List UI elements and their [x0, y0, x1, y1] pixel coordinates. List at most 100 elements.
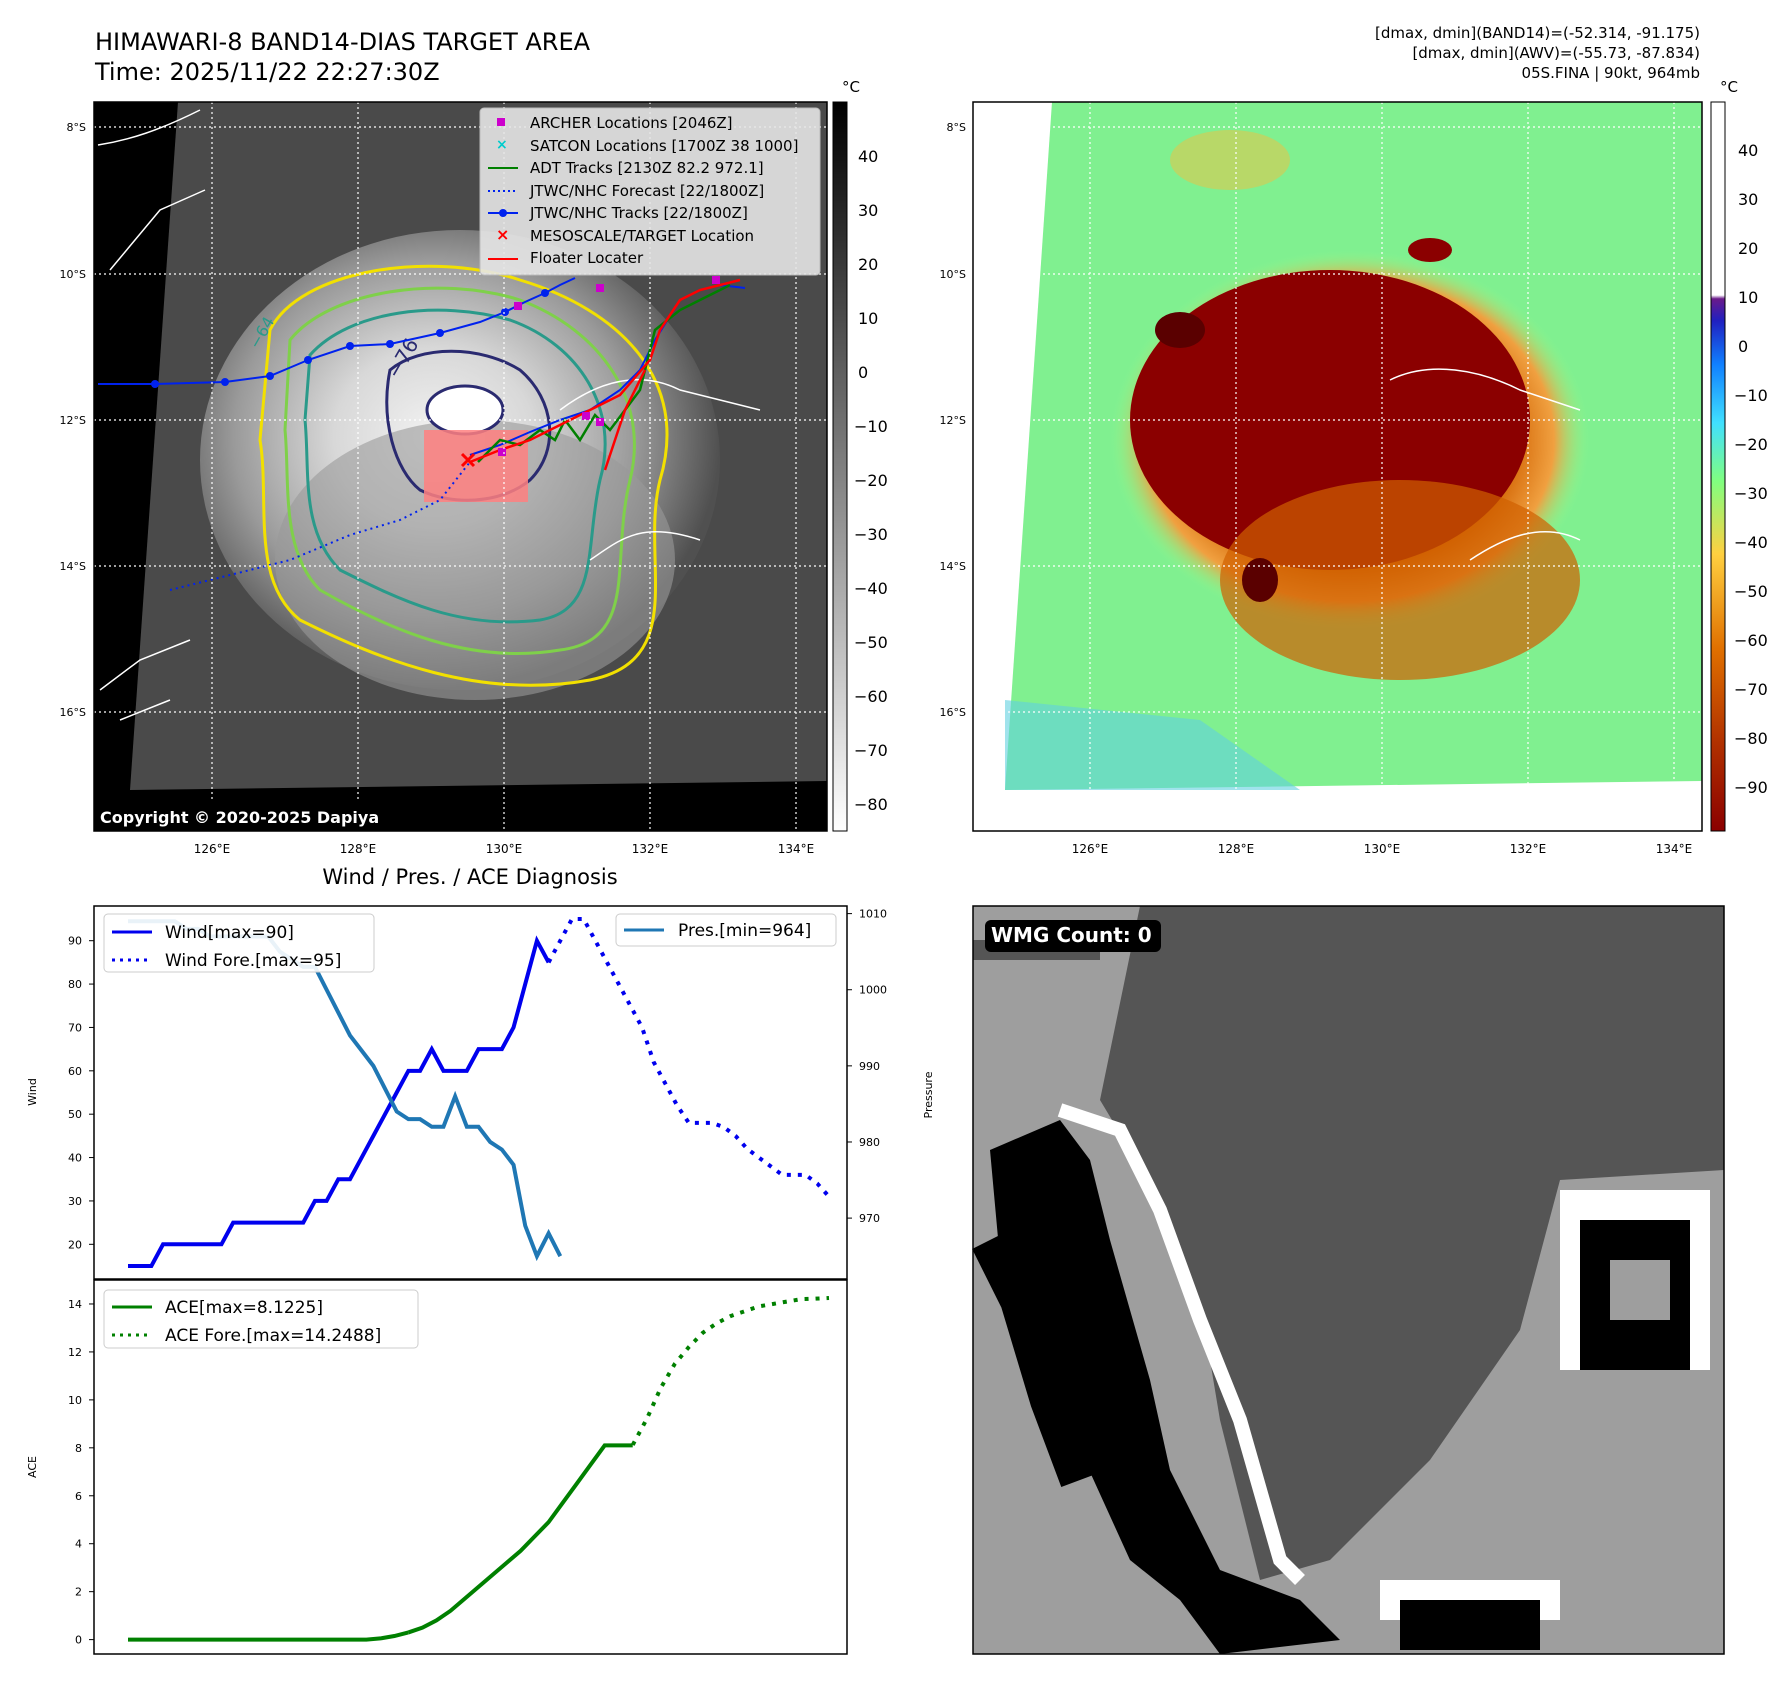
diag-title: Wind / Pres. / ACE Diagnosis: [322, 865, 617, 889]
ace-line: [407, 1443, 633, 1635]
wmg-count-label: WMG Count: 0: [991, 923, 1152, 947]
colorbar-tick: −80: [854, 795, 888, 814]
ace-forecast-line: [630, 1295, 830, 1446]
lat-label: 8°S: [947, 121, 966, 134]
lat-label: 8°S: [67, 121, 86, 134]
lon-label: 130°E: [486, 842, 523, 856]
wind-ytick-label: 30: [68, 1195, 82, 1208]
ace-ytick-label: 2: [75, 1586, 82, 1599]
legend-wind: Wind[max=90]: [165, 923, 294, 943]
color-map-panel: [973, 102, 1702, 831]
lat-label: 10°S: [940, 268, 966, 281]
ace-ytick-label: 14: [68, 1298, 82, 1311]
colorbar-tick: −10: [854, 417, 888, 436]
wind-ytick-label: 90: [68, 935, 82, 948]
pressure-ylabel: Pressure: [922, 1071, 935, 1118]
colorbar-unit: °C: [1720, 78, 1738, 96]
copyright-text: Copyright © 2020-2025 Dapiya: [100, 808, 379, 827]
wind-ytick-label: 20: [68, 1238, 82, 1251]
lon-label: 126°E: [1072, 842, 1109, 856]
lon-label: 128°E: [1218, 842, 1255, 856]
colorbar-tick: −30: [1734, 484, 1768, 503]
ace-ytick-label: 6: [75, 1490, 82, 1503]
lat-label: 14°S: [60, 560, 86, 573]
legend-forecast: JTWC/NHC Forecast [22/1800Z]: [529, 182, 764, 200]
colorbar-unit: °C: [842, 78, 860, 96]
wind-legend: Wind[max=90] Wind Fore.[max=95]: [103, 913, 375, 973]
lat-label: 16°S: [940, 706, 966, 719]
lon-label: 134°E: [778, 842, 815, 856]
archer-legend-icon: [497, 118, 505, 126]
ace-axes: 0 2 4 6 8 10 12 14: [68, 1298, 94, 1647]
colorbar-tick: 0: [1738, 337, 1748, 356]
lat-label: 12°S: [940, 414, 966, 427]
lon-label: 134°E: [1656, 842, 1693, 856]
legend-jtwc: JTWC/NHC Tracks [22/1800Z]: [529, 204, 748, 222]
pressure-ytick-label: 1000: [859, 984, 887, 997]
pressure-ytick-label: 990: [859, 1060, 880, 1073]
colorbar-tick: 10: [1738, 288, 1758, 307]
mesoscale-legend-icon: ×: [496, 225, 509, 244]
lat-label: 16°S: [60, 706, 86, 719]
ace-ytick-label: 8: [75, 1442, 82, 1455]
legend-ace: ACE[max=8.1225]: [165, 1298, 323, 1318]
colorbar-tick: −40: [854, 579, 888, 598]
figure-title: HIMAWARI-8 BAND14-DIAS TARGET AREA: [95, 28, 591, 56]
wind-ytick-label: 50: [68, 1108, 82, 1121]
wind-ytick-label: 60: [68, 1065, 82, 1078]
colorbar-tick: −40: [1734, 533, 1768, 552]
ace-ylabel: ACE: [26, 1456, 39, 1478]
dmax-awv: [dmax, dmin](AWV)=(-55.73, -87.834): [1412, 44, 1700, 62]
colorbar-tick: 40: [1738, 141, 1758, 160]
pressure-ytick-label: 970: [859, 1212, 880, 1225]
legend-mesoscale: MESOSCALE/TARGET Location: [530, 227, 754, 245]
colorbar-tick: 30: [1738, 190, 1758, 209]
colorbar-tick: −90: [1734, 778, 1768, 797]
colorbar-tick: −80: [1734, 729, 1768, 748]
colorbar-tick: −20: [1734, 435, 1768, 454]
colorbar-tick: −30: [854, 525, 888, 544]
legend-floater: Floater Locater: [530, 249, 644, 267]
ace-ytick-label: 12: [68, 1346, 82, 1359]
lat-label: 12°S: [60, 414, 86, 427]
colorbar-tick: −50: [854, 633, 888, 652]
colorbar-tick: −20: [854, 471, 888, 490]
wind-ytick-label: 80: [68, 978, 82, 991]
pressure-legend: Pres.[min=964]: [615, 913, 837, 947]
ace-plot: [128, 1295, 830, 1642]
colorbar-tick: −60: [854, 687, 888, 706]
colorbar-tick: 30: [858, 201, 878, 220]
lat-label: 10°S: [60, 268, 86, 281]
colorbar-tick: 20: [858, 255, 878, 274]
lon-label: 130°E: [1364, 842, 1401, 856]
wind-ytick-label: 40: [68, 1152, 82, 1165]
colorbar-tick: −10: [1734, 386, 1768, 405]
colorbar-tick: −50: [1734, 582, 1768, 601]
lon-label: 126°E: [194, 842, 231, 856]
colorbar-tick: −60: [1734, 631, 1768, 650]
ace-ytick-label: 10: [68, 1394, 82, 1407]
storm-summary: 05S.FINA | 90kt, 964mb: [1522, 64, 1700, 82]
legend-adt: ADT Tracks [2130Z 82.2 972.1]: [530, 159, 764, 177]
right-colorbar: °C 40 30 20 10 0 −10 −20 −30 −40 −50 −60…: [1710, 78, 1768, 832]
lon-label: 132°E: [632, 842, 669, 856]
legend-satcon: SATCON Locations [1700Z 38 1000]: [530, 137, 798, 155]
left-colorbar: °C 40 30 20 10 0 −10 −20 −30 −40 −50 −60…: [832, 78, 888, 832]
legend-pressure: Pres.[min=964]: [678, 921, 811, 941]
right-lat-labels: 8°S 10°S 12°S 14°S 16°S: [940, 121, 966, 719]
lat-label: 14°S: [940, 560, 966, 573]
satcon-legend-icon: ×: [496, 137, 508, 153]
wind-axes: 20 30 40 50 60 70 80 90 970 980 990 1000 1010: [68, 908, 887, 1252]
pressure-ytick-label: 1010: [859, 908, 887, 921]
ace-line: [128, 1630, 409, 1642]
right-lon-labels: 126°E 128°E 130°E 132°E 134°E: [1072, 842, 1693, 856]
legend-archer: ARCHER Locations [2046Z]: [530, 114, 733, 132]
left-lat-labels: 8°S 10°S 12°S 14°S 16°S: [60, 121, 86, 719]
colorbar-tick: 10: [858, 309, 878, 328]
colorbar-tick: −70: [854, 741, 888, 760]
ace-ytick-label: 0: [75, 1634, 82, 1647]
figure-time: Time: 2025/11/22 22:27:30Z: [94, 58, 440, 86]
lon-label: 132°E: [1510, 842, 1547, 856]
legend-wind-fore: Wind Fore.[max=95]: [165, 951, 341, 971]
lon-label: 128°E: [340, 842, 377, 856]
